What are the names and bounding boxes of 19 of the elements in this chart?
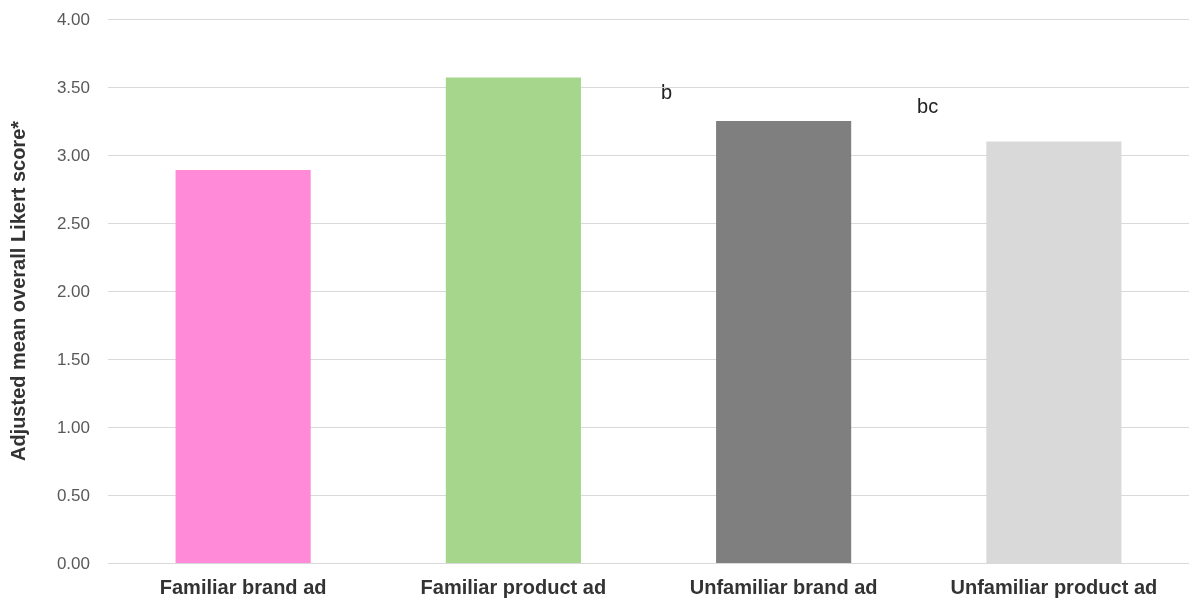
bar — [716, 121, 852, 563]
y-tick-label: 2.00 — [56, 281, 90, 301]
annotation: bc — [917, 94, 939, 117]
x-tick-label: Familiar brand ad — [159, 576, 327, 598]
y-tick-label: 2.50 — [56, 213, 90, 233]
annotation: b — [661, 80, 673, 103]
y-tick-label: 4.00 — [56, 9, 90, 29]
bar — [445, 77, 581, 563]
x-tick-label: Unfamiliar brand ad — [689, 576, 878, 598]
bar — [175, 169, 311, 563]
x-tick-label: Unfamiliar product ad — [950, 576, 1158, 598]
y-tick-label: 0.00 — [56, 553, 90, 573]
y-tick-label: 1.50 — [56, 349, 90, 369]
y-tick-label: 3.00 — [56, 145, 90, 165]
y-axis-title: Adjusted mean overall Likert score* — [7, 120, 29, 462]
y-tick-label: 1.00 — [56, 417, 90, 437]
y-tick-label: 3.50 — [56, 77, 90, 97]
y-tick-label: 0.50 — [56, 485, 90, 505]
x-tick-label: Familiar product ad — [420, 576, 607, 598]
